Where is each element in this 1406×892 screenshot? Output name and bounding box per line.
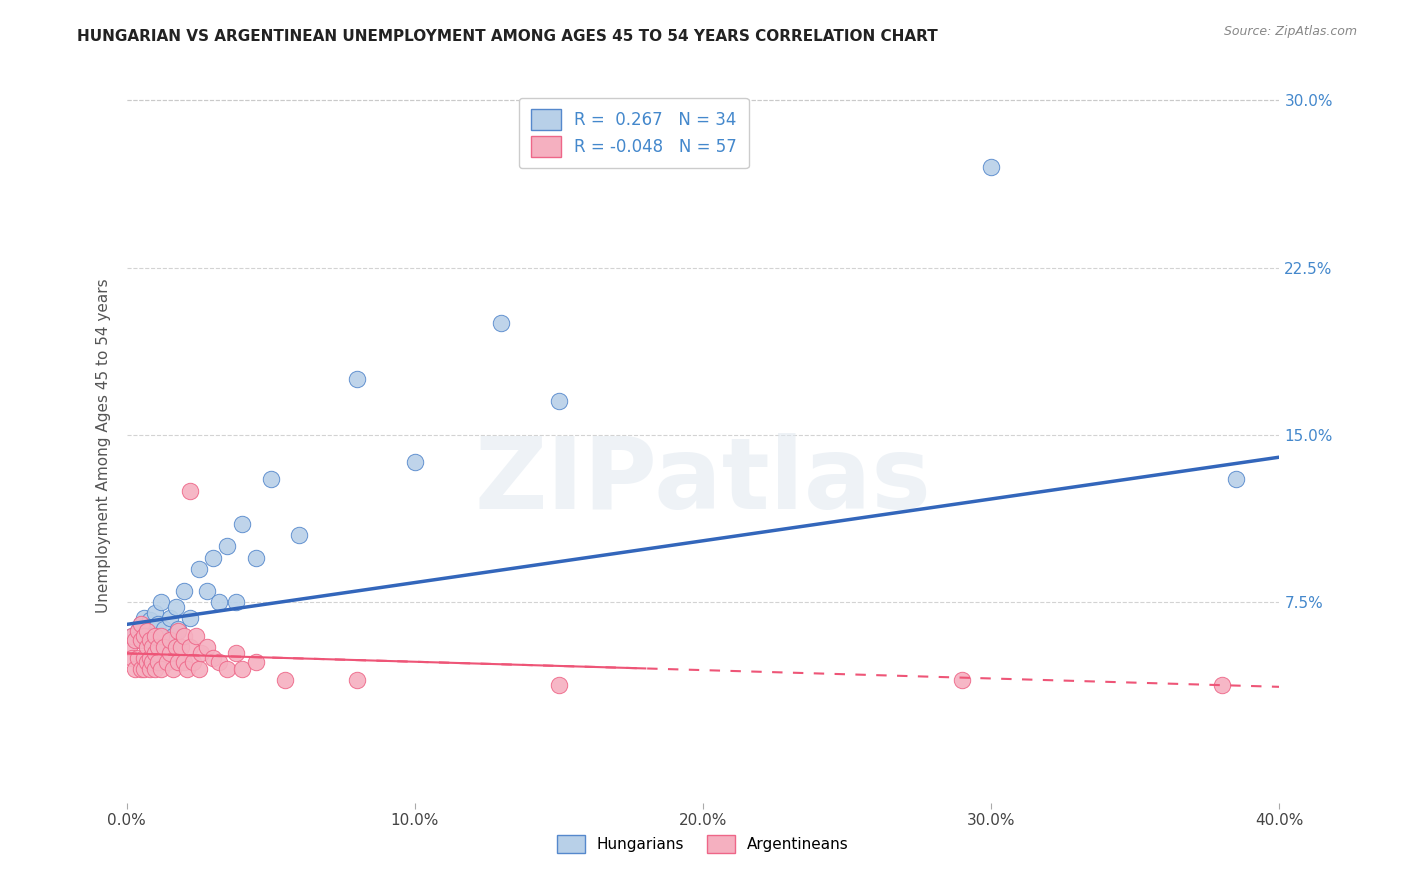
Point (167, 655, 190, 669)
Point (190, 646, 212, 660)
Point (1211, 678, 1233, 692)
Point (141, 655, 163, 669)
Point (245, 550, 267, 565)
Point (121, 628, 143, 642)
Point (173, 628, 195, 642)
Point (156, 655, 179, 669)
Point (145, 628, 166, 642)
Point (231, 516, 253, 531)
Point (179, 640, 201, 654)
Point (159, 646, 181, 660)
Point (346, 372, 368, 386)
Point (1225, 472, 1247, 486)
Point (138, 662, 160, 676)
Point (184, 628, 207, 642)
Point (127, 624, 149, 639)
Point (404, 454, 426, 469)
Point (173, 655, 195, 669)
Point (150, 662, 173, 676)
Point (202, 651, 225, 665)
Point (138, 651, 160, 665)
Point (259, 472, 281, 486)
Point (288, 528, 311, 542)
Point (129, 617, 152, 632)
Point (124, 662, 146, 676)
Point (150, 595, 173, 609)
Y-axis label: Unemployment Among Ages 45 to 54 years: Unemployment Among Ages 45 to 54 years (96, 278, 111, 614)
Point (195, 583, 218, 598)
Point (138, 613, 160, 627)
Point (124, 633, 146, 648)
Point (145, 607, 166, 621)
Point (225, 646, 247, 660)
Point (245, 655, 267, 669)
Point (153, 640, 176, 654)
Point (179, 610, 201, 624)
Point (173, 583, 195, 598)
Text: Source: ZipAtlas.com: Source: ZipAtlas.com (1223, 25, 1357, 38)
Point (135, 622, 157, 636)
Point (150, 628, 173, 642)
Point (135, 655, 157, 669)
Point (162, 628, 184, 642)
Point (980, 160, 1002, 174)
Point (208, 595, 231, 609)
Point (118, 640, 141, 654)
Point (127, 624, 149, 639)
Point (121, 651, 143, 665)
Point (950, 673, 973, 687)
Point (548, 394, 571, 409)
Point (225, 595, 247, 609)
Point (179, 483, 201, 498)
Point (135, 640, 157, 654)
Point (202, 550, 225, 565)
Point (132, 651, 155, 665)
Text: HUNGARIAN VS ARGENTINEAN UNEMPLOYMENT AMONG AGES 45 TO 54 YEARS CORRELATION CHAR: HUNGARIAN VS ARGENTINEAN UNEMPLOYMENT AM… (77, 29, 938, 44)
Point (491, 316, 513, 330)
Point (165, 640, 187, 654)
Point (148, 640, 170, 654)
Point (176, 662, 198, 676)
Point (167, 624, 190, 639)
Point (135, 624, 157, 639)
Point (274, 673, 297, 687)
Point (141, 628, 163, 642)
Point (121, 628, 143, 642)
Point (132, 610, 155, 624)
Point (181, 655, 204, 669)
Point (165, 599, 187, 614)
Point (124, 633, 146, 648)
Point (162, 662, 184, 676)
Point (217, 539, 239, 553)
Point (187, 562, 209, 576)
Point (346, 673, 368, 687)
Point (129, 662, 152, 676)
Point (159, 610, 181, 624)
Point (138, 633, 160, 648)
Point (148, 617, 170, 632)
Point (231, 662, 253, 676)
Point (217, 662, 239, 676)
Point (170, 640, 193, 654)
Point (167, 622, 190, 636)
Point (129, 617, 152, 632)
Point (148, 655, 170, 669)
Point (187, 662, 209, 676)
Point (145, 662, 166, 676)
Point (153, 622, 176, 636)
Point (145, 646, 166, 660)
Point (159, 633, 181, 648)
Point (127, 651, 149, 665)
Point (141, 640, 163, 654)
Point (208, 655, 231, 669)
Legend: Hungarians, Argentineans: Hungarians, Argentineans (551, 829, 855, 859)
Point (548, 678, 571, 692)
Point (132, 628, 155, 642)
Point (129, 633, 152, 648)
Text: ZIPatlas: ZIPatlas (475, 434, 931, 530)
Point (195, 640, 218, 654)
Point (132, 662, 155, 676)
